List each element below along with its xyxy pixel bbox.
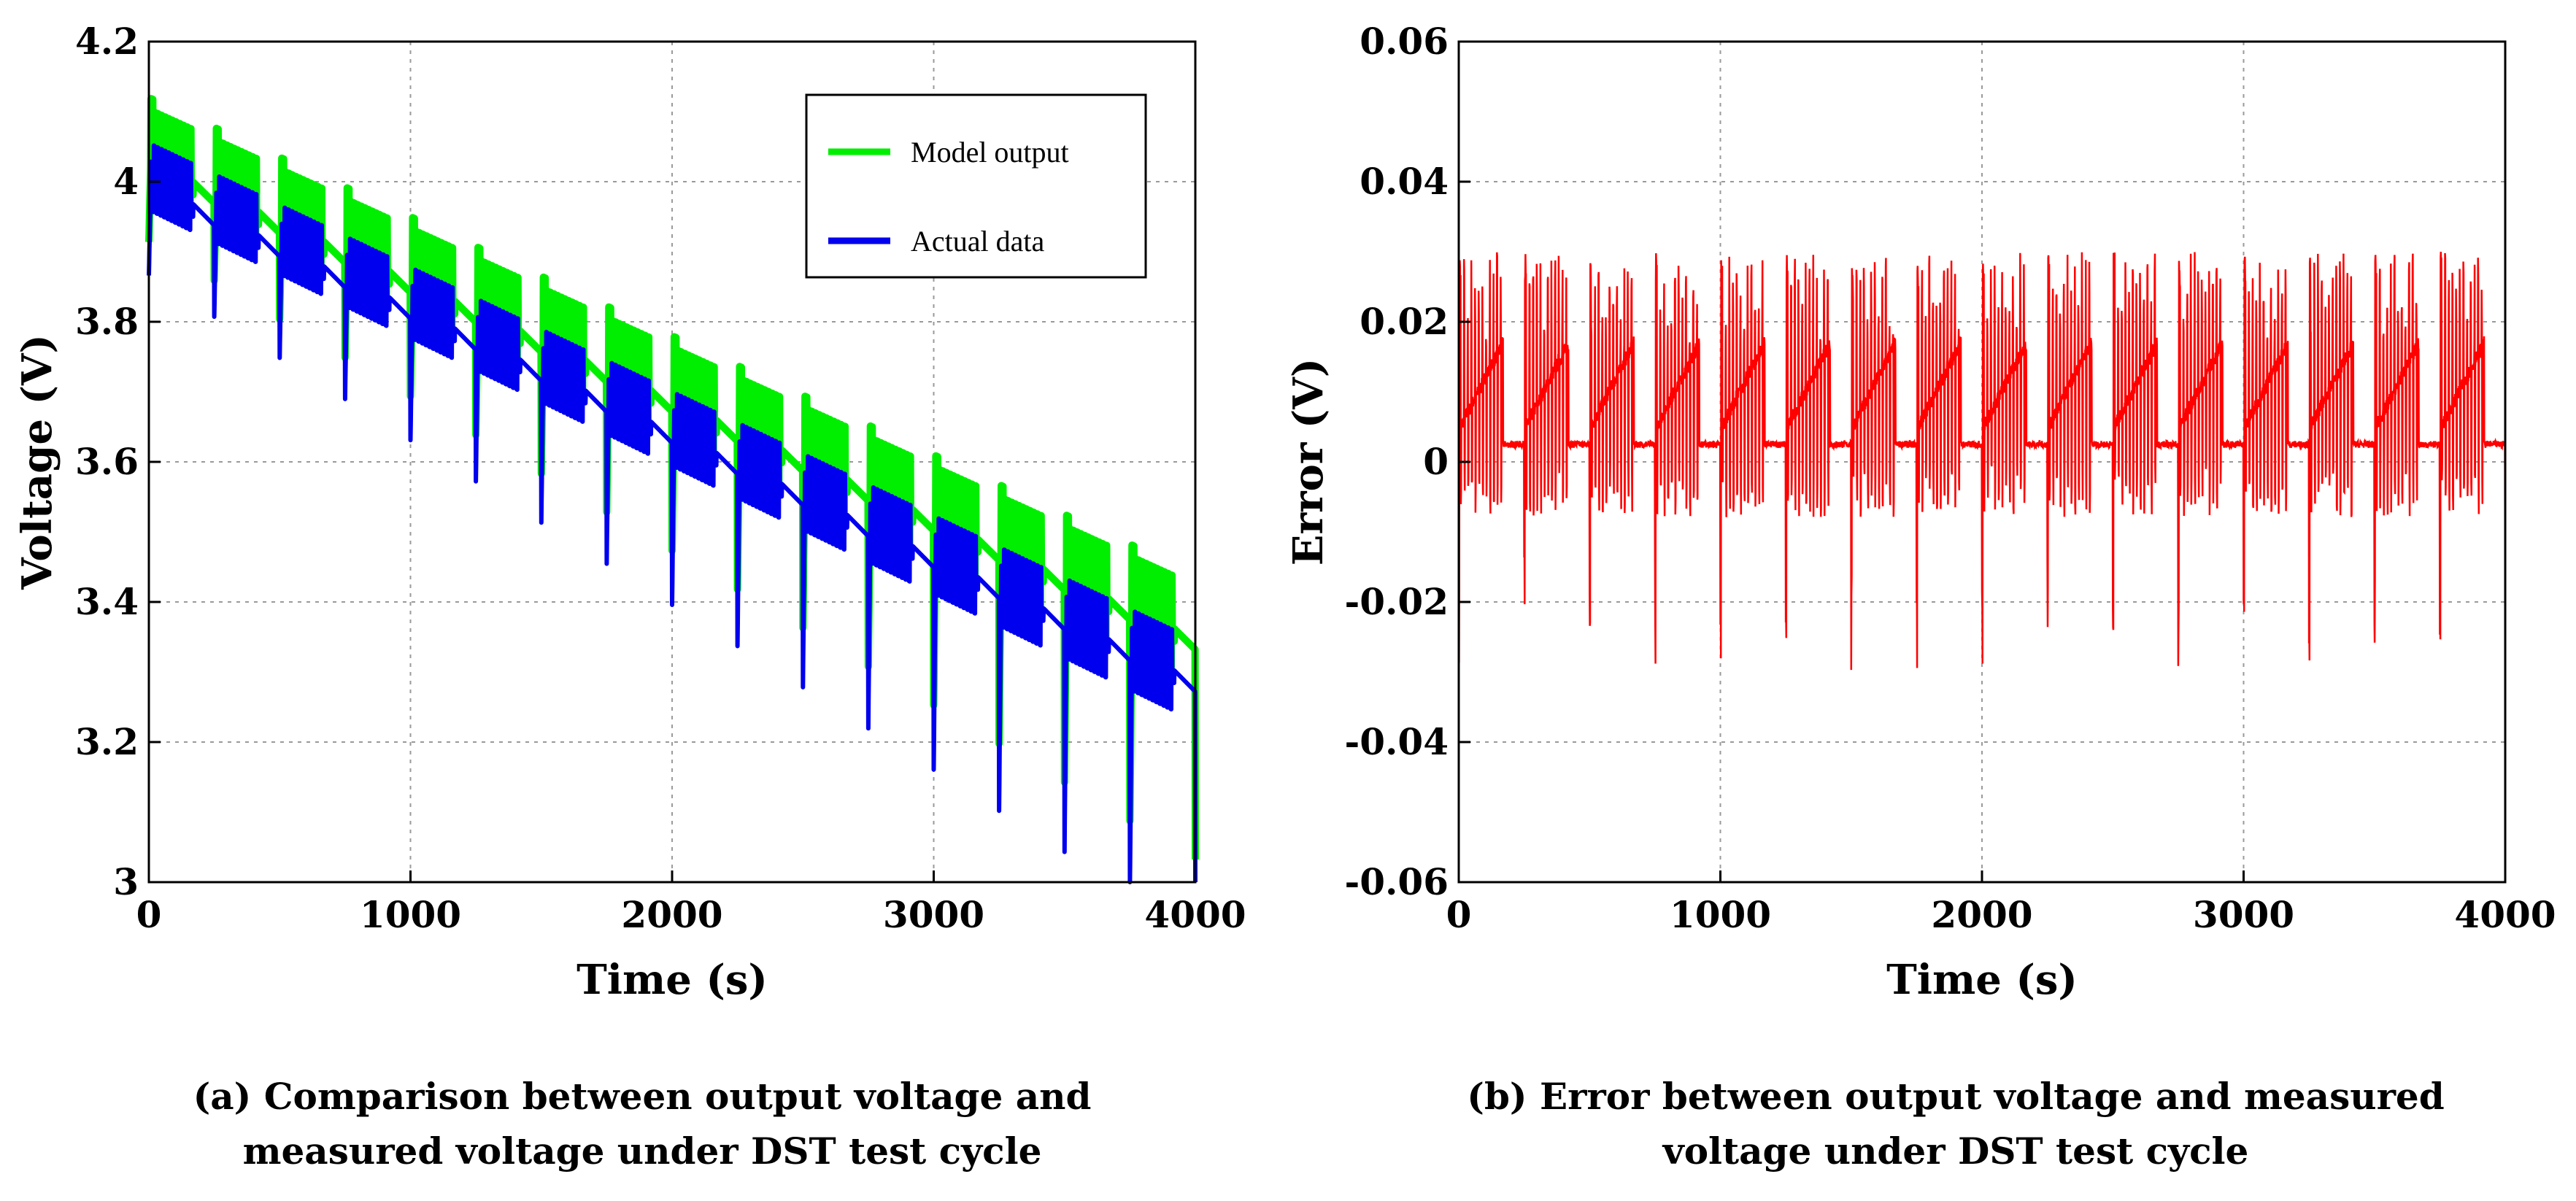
legend-label-model-output: Model output bbox=[911, 136, 1069, 169]
y-tick-label: 0.04 bbox=[1360, 160, 1449, 203]
x-tick-label: 1000 bbox=[1670, 893, 1771, 936]
legend-box bbox=[805, 93, 1147, 279]
chart-b-x-ticks: 0 1000 2000 3000 4000 bbox=[1446, 870, 2556, 936]
x-tick-label: 2000 bbox=[621, 893, 722, 936]
y-tick-label: -0.06 bbox=[1344, 860, 1449, 903]
y-tick-label: 3 bbox=[113, 860, 139, 903]
chart-b-x-axis-label: Time (s) bbox=[1886, 956, 2078, 1004]
y-tick-label: 3.4 bbox=[75, 580, 139, 623]
y-tick-label: 3.8 bbox=[75, 300, 139, 343]
chart-a-series bbox=[145, 95, 1199, 884]
chart-a-y-axis-label: Voltage (V) bbox=[13, 334, 61, 590]
x-tick-label: 4000 bbox=[2454, 893, 2556, 936]
chart-a-caption-line-1: (a) Comparison between output voltage an… bbox=[193, 1075, 1092, 1118]
chart-b-caption-line-1: (b) Error between output voltage and mea… bbox=[1467, 1075, 2444, 1118]
chart-b-error: 0 1000 2000 3000 4000 -0.06 -0.04 -0.02 0 0.02 0.… bbox=[1284, 20, 2556, 1173]
y-tick-label: 4.2 bbox=[75, 20, 139, 63]
series-actual-data-line bbox=[147, 143, 1198, 884]
x-tick-label: 3000 bbox=[2193, 893, 2294, 936]
chart-b-y-axis-label: Error (V) bbox=[1284, 358, 1333, 565]
y-tick-label: -0.02 bbox=[1344, 580, 1449, 623]
chart-b-caption-line-2: voltage under DST test cycle bbox=[1662, 1129, 2249, 1173]
chart-a-y-ticks: 3 3.2 3.4 3.6 3.8 4 4.2 bbox=[75, 20, 161, 903]
y-tick-label: 0.06 bbox=[1360, 20, 1449, 63]
x-tick-label: 0 bbox=[1446, 893, 1472, 936]
y-tick-label: -0.04 bbox=[1344, 720, 1449, 763]
x-tick-label: 4000 bbox=[1144, 893, 1246, 936]
x-tick-label: 1000 bbox=[360, 893, 461, 936]
chart-a-x-ticks: 0 1000 2000 3000 4000 bbox=[136, 870, 1246, 936]
chart-a-caption-line-2: measured voltage under DST test cycle bbox=[243, 1129, 1042, 1173]
chart-a-legend: Model output Actual data bbox=[805, 93, 1147, 279]
y-tick-label: 0 bbox=[1423, 440, 1449, 483]
chart-b-series bbox=[1457, 251, 2507, 671]
chart-a-x-axis-label: Time (s) bbox=[576, 956, 768, 1004]
chart-b-y-ticks: -0.06 -0.04 -0.02 0 0.02 0.04 0.06 bbox=[1344, 20, 1470, 903]
y-tick-label: 0.02 bbox=[1360, 300, 1449, 343]
series-error-line bbox=[1457, 251, 2507, 671]
x-tick-label: 3000 bbox=[883, 893, 984, 936]
x-tick-label: 2000 bbox=[1931, 893, 2032, 936]
y-tick-label: 4 bbox=[113, 160, 139, 203]
y-tick-label: 3.6 bbox=[75, 440, 139, 483]
legend-label-actual-data: Actual data bbox=[911, 225, 1044, 258]
x-tick-label: 0 bbox=[136, 893, 162, 936]
y-tick-label: 3.2 bbox=[75, 720, 139, 763]
chart-a-voltage-comparison: 0 1000 2000 3000 4000 3 3.2 3.4 3.6 3.8 4 4.2 Time… bbox=[13, 20, 1246, 1173]
